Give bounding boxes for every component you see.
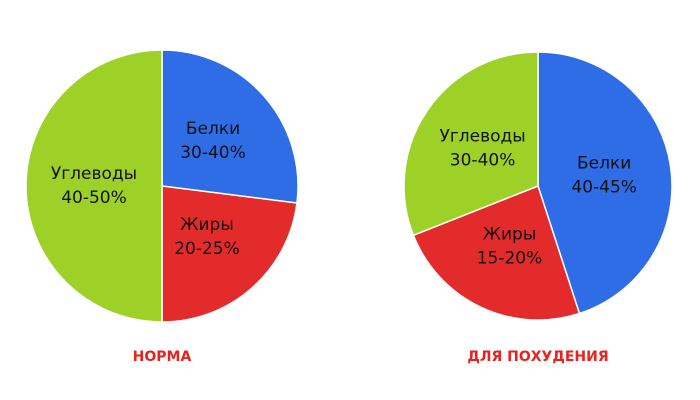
slice-range: 40-50% bbox=[61, 188, 127, 208]
chart-title: ДЛЯ ПОХУДЕНИЯ bbox=[467, 349, 608, 365]
slice-label: Жиры bbox=[483, 225, 537, 245]
slice-label: Углеводы bbox=[439, 126, 525, 146]
slice-label: Белки bbox=[186, 119, 240, 139]
slice-label: Жиры bbox=[180, 215, 234, 235]
pie-slice bbox=[403, 51, 539, 237]
pie-slice bbox=[161, 49, 299, 204]
pie-slice bbox=[25, 49, 163, 323]
slice-range: 15-20% bbox=[477, 249, 543, 269]
pie-slice bbox=[161, 185, 298, 323]
slice-range: 20-25% bbox=[174, 239, 240, 259]
slice-label: Белки bbox=[577, 154, 631, 174]
pie-slice bbox=[537, 51, 673, 315]
slice-label: Углеводы bbox=[51, 164, 137, 184]
chart-title: НОРМА bbox=[133, 349, 192, 365]
slice-range: 30-40% bbox=[180, 143, 246, 163]
slice-range: 40-45% bbox=[571, 178, 637, 198]
slice-range: 30-40% bbox=[450, 150, 516, 170]
